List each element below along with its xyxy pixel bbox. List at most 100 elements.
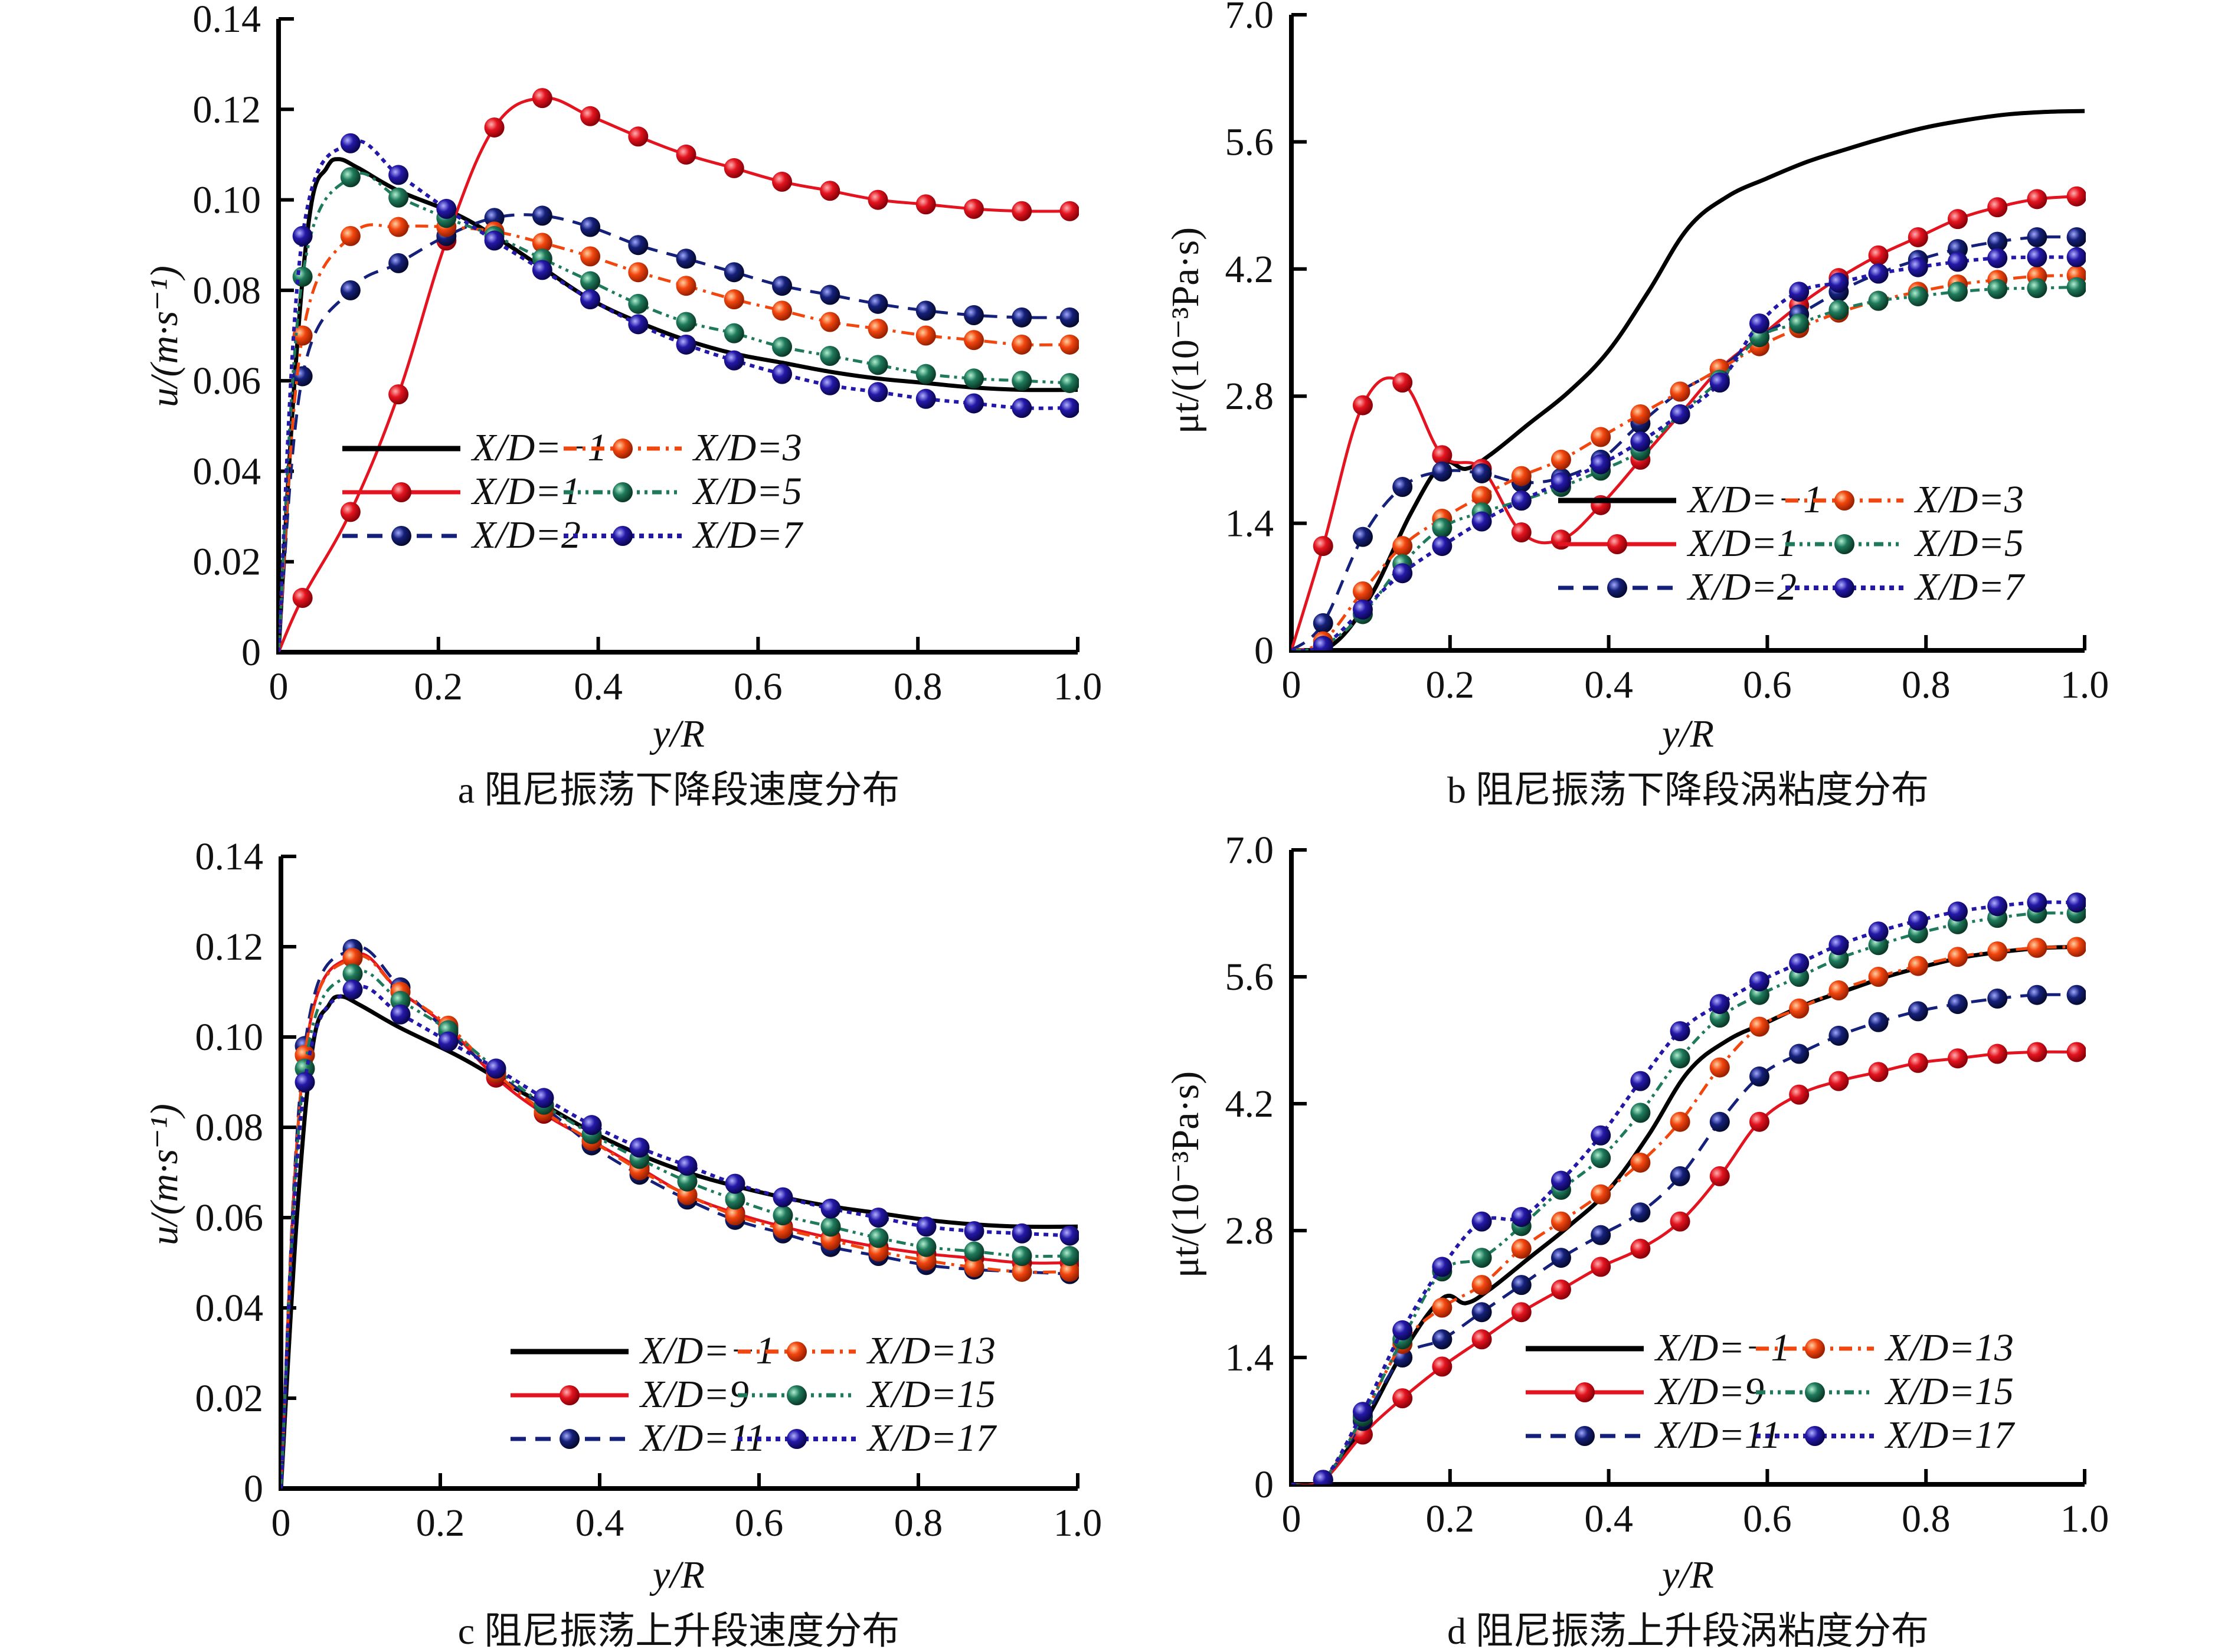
data-point xyxy=(1012,334,1032,355)
x-tick-label: 0.8 xyxy=(894,1501,943,1545)
series-line-x-d-7 xyxy=(1291,255,2077,650)
legend-marker xyxy=(1805,1426,1825,1446)
legend-item: X/D=11 xyxy=(511,1417,766,1460)
y-tick-label: 0.06 xyxy=(195,1196,264,1239)
data-point xyxy=(628,293,649,314)
y-tick-label: 0 xyxy=(241,631,261,674)
legend-label: X/D=5 xyxy=(1913,522,2024,565)
legend-item: X/D=17 xyxy=(1756,1414,2016,1457)
legend-marker xyxy=(1805,1382,1825,1402)
plot-area xyxy=(1291,892,2086,1484)
data-point xyxy=(772,336,793,357)
data-point xyxy=(1012,1246,1032,1267)
legend-marker xyxy=(391,526,411,546)
data-point xyxy=(340,167,361,188)
legend-marker xyxy=(560,1429,580,1449)
data-point xyxy=(1392,536,1413,557)
data-point xyxy=(1012,307,1032,328)
legend-label: X/D=15 xyxy=(1884,1370,2014,1413)
data-point xyxy=(677,1156,698,1176)
legend-item: X/D=1 xyxy=(342,470,581,513)
panel-b: 01.42.84.25.67.00 0.2 0.4 0.6 0.8 1.0X/D=−1X/… xyxy=(1225,0,2109,706)
data-point xyxy=(1987,248,2008,269)
data-point xyxy=(676,276,696,296)
series-line-x-d-3 xyxy=(279,223,1070,652)
data-point xyxy=(820,312,840,332)
data-point xyxy=(628,235,649,256)
x-tick-label: 0 xyxy=(1282,1497,1301,1540)
x-tick-label: 0.2 xyxy=(416,1501,465,1545)
data-point xyxy=(1749,313,1769,334)
data-point xyxy=(1059,372,1079,393)
data-point xyxy=(436,198,457,219)
data-point xyxy=(1550,449,1571,470)
data-point xyxy=(342,963,363,984)
data-point xyxy=(916,1236,937,1257)
data-point xyxy=(1749,1111,1769,1132)
legend-item: X/D=−1 xyxy=(1526,1326,1790,1369)
data-point xyxy=(1828,272,1849,293)
panel-a-caption: a 阻尼振荡下降段速度分布 xyxy=(458,769,899,811)
data-point xyxy=(1709,1111,1730,1132)
data-point xyxy=(388,187,409,208)
x-tick-label: 0.4 xyxy=(1584,663,1633,706)
x-tick-label: 0.8 xyxy=(894,665,943,708)
data-point xyxy=(1868,245,1889,266)
legend-item: X/D=5 xyxy=(564,470,802,513)
legend-item: X/D=−1 xyxy=(1558,478,1823,521)
y-tick-label: 5.6 xyxy=(1225,956,1274,999)
y-tick-label: 2.8 xyxy=(1225,375,1274,418)
panel-b-xlabel: y/R xyxy=(1658,712,1714,755)
data-point xyxy=(1670,404,1690,424)
data-point xyxy=(2027,247,2047,267)
legend-label: X/D=17 xyxy=(866,1417,997,1460)
legend-item: X/D=3 xyxy=(564,426,802,469)
data-point xyxy=(1511,1206,1532,1227)
data-point xyxy=(2027,1042,2047,1062)
data-point xyxy=(1670,381,1690,402)
legend-item: X/D=9 xyxy=(511,1373,749,1416)
legend-marker xyxy=(787,1385,807,1405)
data-point xyxy=(1511,490,1532,511)
legend-label: X/D=7 xyxy=(692,513,804,557)
data-point xyxy=(1012,1261,1032,1282)
data-point xyxy=(1313,1470,1333,1484)
data-point xyxy=(388,253,409,273)
data-point xyxy=(1550,1170,1571,1191)
data-point xyxy=(820,1216,841,1237)
data-point xyxy=(1392,1388,1413,1409)
data-point xyxy=(676,144,696,165)
data-point xyxy=(1828,980,1849,1001)
data-point xyxy=(1392,1320,1413,1340)
data-point xyxy=(1012,201,1032,221)
y-tick-label: 0 xyxy=(1254,1463,1274,1506)
data-point xyxy=(2027,937,2047,958)
data-point xyxy=(1012,1223,1032,1244)
data-point xyxy=(1908,227,1928,247)
x-tick-label: 0 xyxy=(269,665,289,708)
legend-marker xyxy=(1575,1382,1595,1402)
x-tick-label: 0.4 xyxy=(1584,1497,1633,1540)
legend-label: X/D=13 xyxy=(866,1329,996,1372)
y-tick-label: 0.08 xyxy=(195,1106,264,1149)
data-point xyxy=(772,300,793,321)
data-point xyxy=(1828,1071,1849,1091)
legend-item: X/D=−1 xyxy=(511,1329,775,1372)
data-point xyxy=(1471,1302,1492,1323)
panel-a-ylabel: u/(m·s⁻¹) xyxy=(143,266,186,407)
data-point xyxy=(580,271,601,292)
plot-area xyxy=(279,88,1079,652)
data-point xyxy=(868,319,888,339)
data-point xyxy=(1709,372,1730,393)
data-point xyxy=(963,393,984,414)
legend-item: X/D=5 xyxy=(1785,522,2024,565)
legend-item: X/D=2 xyxy=(342,513,581,557)
series-line-x-d-13 xyxy=(1291,945,2077,1484)
legend-label: X/D=−1 xyxy=(1654,1326,1790,1369)
data-point xyxy=(628,314,649,335)
series-line-x-d-13 xyxy=(281,954,1070,1489)
plot-area xyxy=(1291,109,2086,650)
data-point xyxy=(1591,1225,1611,1245)
y-tick-label: 0 xyxy=(1254,629,1274,672)
